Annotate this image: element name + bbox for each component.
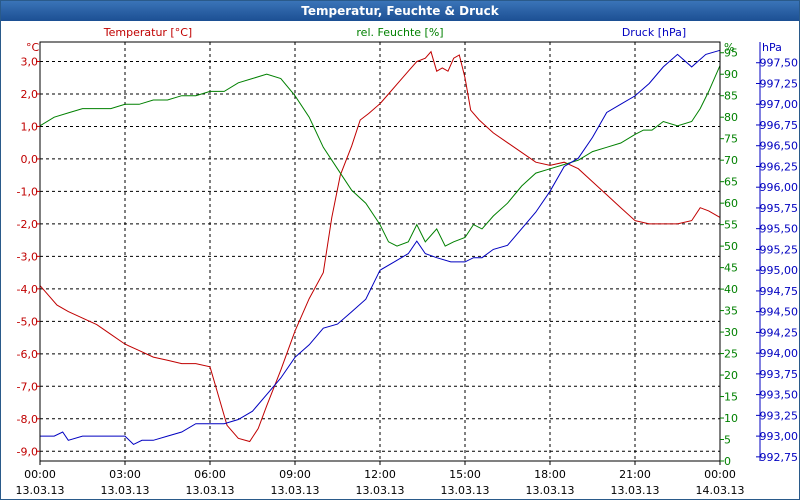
humidity-tick-label: 35 <box>724 305 738 318</box>
pressure-tick-label: 996,00 <box>760 181 799 194</box>
pressure-tick-label: 995,25 <box>760 243 799 256</box>
temperature-tick-label: -1,0 <box>17 185 38 198</box>
axis-unit-humidity: % <box>724 41 734 54</box>
humidity-tick-label: 50 <box>724 240 738 253</box>
x-tick-time: 12:00 <box>364 468 396 481</box>
legend-humidity: rel. Feuchte [%] <box>356 26 443 39</box>
humidity-tick-label: 0 <box>724 455 731 468</box>
temperature-tick-label: -7,0 <box>17 380 38 393</box>
pressure-series-line <box>40 49 721 446</box>
humidity-tick-label: 40 <box>724 283 738 296</box>
temperature-tick-label: -9,0 <box>17 445 38 458</box>
humidity-tick-label: 95 <box>724 47 738 60</box>
temperature-tick-label: -5,0 <box>17 315 38 328</box>
x-tick-time: 21:00 <box>619 468 651 481</box>
pressure-tick-label: 993,00 <box>760 430 799 443</box>
temperature-tick-label: 1,0 <box>21 120 39 133</box>
x-tick-time: 15:00 <box>449 468 481 481</box>
legend-temperature: Temperatur [°C] <box>103 26 192 39</box>
x-tick-date: 13.03.13 <box>186 484 235 497</box>
tick-layer: 00:00 13.03.13 03:00 13.03.13 06:00 13.03.13 0… <box>16 42 798 497</box>
pressure-tick-label: 994,25 <box>760 326 799 339</box>
pressure-tick-label: 995,50 <box>760 223 799 236</box>
humidity-series-line <box>39 65 721 247</box>
x-tick-time: 09:00 <box>279 468 311 481</box>
humidity-tick-label: 60 <box>724 197 738 210</box>
humidity-tick-label: 30 <box>724 326 738 339</box>
x-tick-date: 13.03.13 <box>101 484 150 497</box>
x-tick-time: 03:00 <box>109 468 141 481</box>
pressure-tick-label: 994,00 <box>760 347 799 360</box>
humidity-tick-label: 25 <box>724 348 738 361</box>
pressure-tick-label: 997,00 <box>760 98 799 111</box>
axis-unit-temperature: °C <box>26 41 40 54</box>
humidity-tick-label: 70 <box>724 154 738 167</box>
humidity-tick-label: 15 <box>724 391 738 404</box>
x-tick-date: 13.03.13 <box>356 484 405 497</box>
pressure-tick-label: 993,50 <box>760 389 799 402</box>
x-tick-date: 13.03.13 <box>16 484 65 497</box>
humidity-tick-label: 20 <box>724 369 738 382</box>
humidity-tick-label: 80 <box>724 111 738 124</box>
humidity-tick-label: 5 <box>724 434 731 447</box>
pressure-tick-label: 993,75 <box>760 368 799 381</box>
humidity-tick-label: 85 <box>724 90 738 103</box>
pressure-tick-label: 996,50 <box>760 140 799 153</box>
temperature-tick-label: -2,0 <box>17 218 38 231</box>
legend-pressure: Druck [hPa] <box>622 26 686 39</box>
x-tick-date: 13.03.13 <box>611 484 660 497</box>
humidity-tick-label: 90 <box>724 68 738 81</box>
pressure-tick-label: 994,75 <box>760 285 799 298</box>
pressure-tick-label: 996,75 <box>760 119 799 132</box>
x-tick-time: 06:00 <box>194 468 226 481</box>
pressure-tick-label: 992,75 <box>760 451 799 464</box>
humidity-tick-label: 45 <box>724 262 738 275</box>
pressure-tick-label: 995,75 <box>760 202 799 215</box>
temperature-series-line <box>39 50 721 443</box>
humidity-tick-label: 65 <box>724 176 738 189</box>
pressure-tick-label: 993,25 <box>760 409 799 422</box>
humidity-tick-label: 75 <box>724 133 738 146</box>
temperature-tick-label: -6,0 <box>17 348 38 361</box>
temperature-tick-label: 0,0 <box>21 153 39 166</box>
pressure-tick-label: 994,50 <box>760 306 799 319</box>
humidity-tick-label: 10 <box>724 412 738 425</box>
x-tick-date: 13.03.13 <box>526 484 575 497</box>
x-tick-time: 00:00 <box>24 468 56 481</box>
x-tick-date: 14.03.13 <box>696 484 745 497</box>
x-tick-date: 13.03.13 <box>441 484 490 497</box>
pressure-tick-label: 996,25 <box>760 160 799 173</box>
pressure-tick-label: 997,25 <box>760 77 799 90</box>
x-tick-time: 18:00 <box>534 468 566 481</box>
temperature-tick-label: -3,0 <box>17 250 38 263</box>
humidity-tick-label: 55 <box>724 219 738 232</box>
x-tick-time: 00:00 <box>704 468 736 481</box>
temperature-tick-label: -8,0 <box>17 413 38 426</box>
pressure-tick-label: 995,00 <box>760 264 799 277</box>
series-layer <box>39 49 721 446</box>
pressure-tick-label: 997,50 <box>760 57 799 70</box>
x-tick-date: 13.03.13 <box>271 484 320 497</box>
temperature-tick-label: 3,0 <box>21 55 39 68</box>
temperature-tick-label: 2,0 <box>21 88 39 101</box>
grid <box>40 42 720 461</box>
axis-unit-pressure: hPa <box>762 41 782 54</box>
window-title: Temperatur, Feuchte & Druck <box>1 1 799 21</box>
temperature-tick-label: -4,0 <box>17 283 38 296</box>
